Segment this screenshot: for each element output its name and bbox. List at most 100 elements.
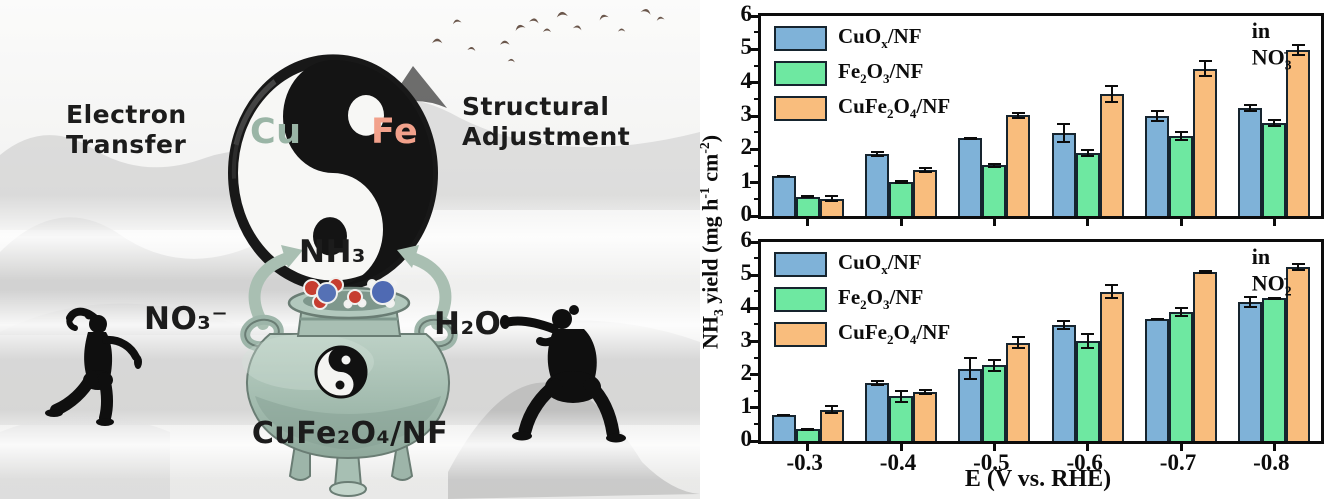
bar bbox=[1238, 107, 1263, 216]
error-bar-cap bbox=[963, 136, 977, 139]
x-tick-label: -0.3 bbox=[786, 450, 823, 475]
y-tick-label: 6 bbox=[740, 1, 753, 26]
error-bar-cap bbox=[1198, 270, 1212, 273]
error-bar-cap bbox=[825, 200, 839, 202]
y-tick-label: 3 bbox=[740, 101, 753, 126]
error-bar bbox=[1156, 110, 1158, 122]
error-bar bbox=[876, 151, 878, 158]
error-bar-cap bbox=[1243, 103, 1257, 106]
bar bbox=[865, 154, 889, 216]
bar bbox=[1099, 94, 1124, 216]
legend-label: Fe2O3/NF bbox=[838, 59, 924, 87]
x-tick bbox=[992, 444, 996, 451]
error-bar-cap bbox=[987, 358, 1001, 361]
bar bbox=[1262, 298, 1287, 441]
bar bbox=[1075, 340, 1100, 441]
error-bar-cap bbox=[1174, 315, 1188, 318]
nh3-label: NH₃ bbox=[299, 234, 366, 270]
structural-adjustment-line1: Structural bbox=[462, 92, 610, 121]
error-bar-cap bbox=[1105, 284, 1119, 287]
error-bar-cap bbox=[1198, 75, 1212, 77]
x-tick bbox=[1179, 219, 1183, 226]
structural-adjustment-line2: Adjustment bbox=[462, 121, 631, 151]
y-tick bbox=[754, 356, 758, 359]
error-bar bbox=[1017, 112, 1020, 119]
y-tick-label: 0 bbox=[740, 426, 753, 451]
bar bbox=[1193, 271, 1217, 441]
y-tick-label: 1 bbox=[740, 167, 753, 193]
error-bar-cap bbox=[777, 414, 791, 417]
error-bar bbox=[924, 388, 926, 396]
y-tick bbox=[750, 340, 758, 343]
taichi-figure-left-icon bbox=[45, 307, 142, 426]
legend-entry: CuFe2O4/NF bbox=[774, 320, 950, 348]
y-tick bbox=[750, 114, 758, 118]
error-bar-cap bbox=[918, 171, 932, 174]
bar bbox=[865, 382, 889, 441]
error-bar bbox=[993, 162, 996, 168]
error-bar-cap bbox=[1198, 271, 1212, 274]
x-tick-label: -0.5 bbox=[973, 450, 1010, 475]
error-bar-cap bbox=[1291, 262, 1305, 265]
error-bar-cap bbox=[1291, 268, 1305, 271]
y-tick-label: 3 bbox=[740, 326, 753, 352]
bar bbox=[771, 415, 796, 441]
cu-label: Cu bbox=[250, 112, 302, 152]
error-bar-cap bbox=[987, 166, 1001, 168]
charts-panel: NH3 yield (mg h-1 cm-2) CuOx/NF Fe2O3/NF C… bbox=[697, 0, 1328, 499]
yinyang-icon bbox=[228, 54, 438, 292]
error-bar-cap bbox=[1105, 85, 1119, 88]
x-tick bbox=[806, 219, 810, 226]
y-tick-label: 4 bbox=[740, 67, 753, 93]
error-bar-cap bbox=[987, 370, 1001, 372]
error-bar-cap bbox=[825, 195, 839, 198]
error-bar bbox=[1017, 335, 1020, 350]
error-bar bbox=[969, 357, 972, 381]
bar bbox=[771, 176, 796, 216]
error-bar-cap bbox=[1011, 112, 1025, 114]
error-bar-cap bbox=[1011, 335, 1025, 338]
error-bar bbox=[1249, 103, 1252, 112]
legend-entry: Fe2O3/NF bbox=[774, 59, 950, 87]
error-bar-cap bbox=[870, 155, 884, 158]
error-bar-cap bbox=[1011, 347, 1025, 350]
y-tick bbox=[754, 323, 758, 326]
x-tick bbox=[806, 444, 810, 451]
y-tick bbox=[750, 306, 758, 310]
error-bar-cap bbox=[1150, 120, 1164, 122]
bar bbox=[1262, 122, 1287, 216]
y-tick bbox=[754, 64, 758, 67]
error-bar bbox=[1297, 262, 1300, 271]
error-bar bbox=[924, 166, 926, 174]
error-bar-cap bbox=[963, 138, 977, 140]
error-bar-cap bbox=[918, 166, 932, 169]
x-tick bbox=[1086, 219, 1090, 226]
error-bar bbox=[1062, 122, 1065, 143]
error-bar bbox=[1180, 131, 1182, 141]
y-tick bbox=[750, 147, 758, 151]
y-tick bbox=[754, 389, 758, 392]
legend-swatch bbox=[774, 25, 827, 51]
bar bbox=[958, 368, 983, 441]
right-arrow-icon bbox=[406, 252, 452, 330]
error-bar-cap bbox=[1081, 332, 1095, 335]
y-tick bbox=[750, 47, 758, 51]
error-bar-cap bbox=[894, 389, 908, 392]
y-tick bbox=[754, 164, 758, 167]
y-tick bbox=[754, 422, 758, 425]
error-bar-cap bbox=[801, 196, 815, 198]
error-bar-cap bbox=[1243, 295, 1257, 298]
y-tick bbox=[754, 31, 758, 34]
bar bbox=[1145, 318, 1169, 441]
error-bar-cap bbox=[1267, 124, 1281, 127]
bar bbox=[1169, 312, 1193, 441]
ink-painting-art bbox=[0, 8, 700, 499]
error-bar-cap bbox=[1105, 101, 1119, 104]
error-bar bbox=[1110, 284, 1113, 300]
y-tick-label: 2 bbox=[740, 359, 753, 385]
chart-legend: CuOx/NF Fe2O3/NF CuFe2O4/NF bbox=[774, 250, 950, 349]
legend-swatch bbox=[774, 95, 827, 121]
x-tick bbox=[1179, 444, 1183, 451]
error-bar bbox=[1273, 118, 1276, 127]
y-tick bbox=[754, 290, 758, 293]
